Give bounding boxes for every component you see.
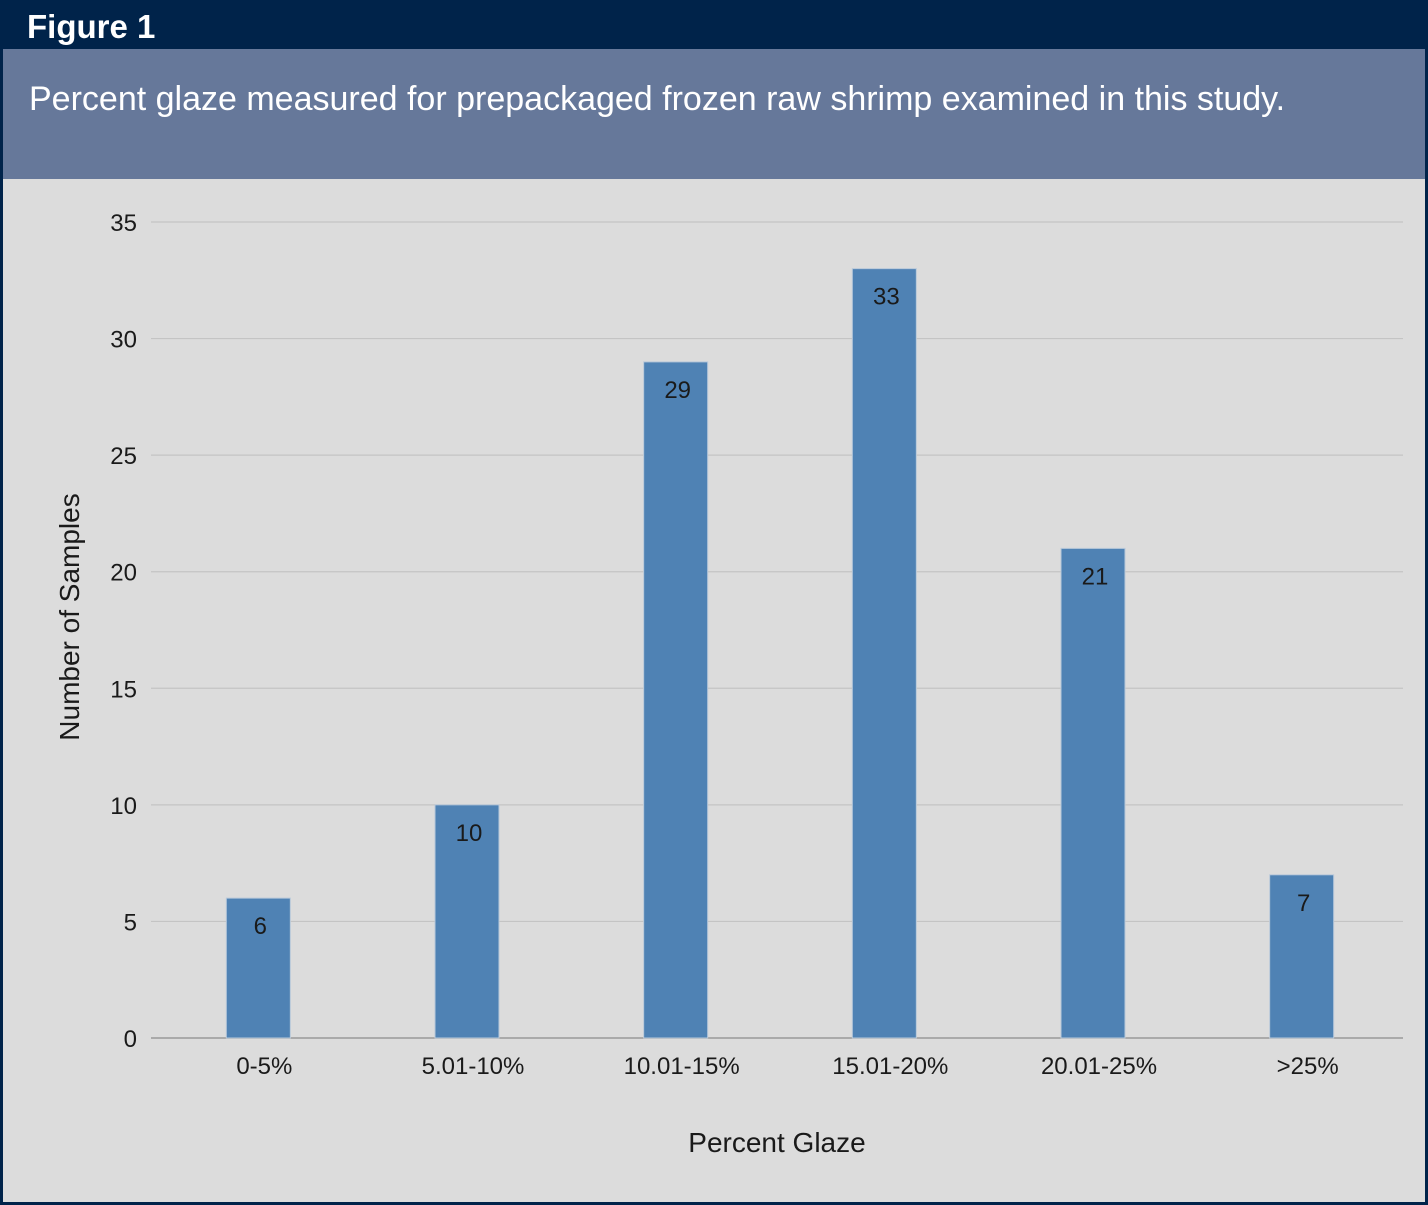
y-tick-label: 0 bbox=[124, 1026, 137, 1053]
y-tick-label: 35 bbox=[110, 210, 137, 237]
data-label: 29 bbox=[664, 377, 691, 404]
bar bbox=[1269, 874, 1335, 1039]
y-tick-label: 10 bbox=[110, 793, 137, 820]
y-axis-title: Number of Samples bbox=[54, 493, 85, 740]
data-labels: 6 10 29 33 21 7 bbox=[254, 284, 1311, 940]
y-tick-label: 30 bbox=[110, 327, 137, 354]
data-label: 33 bbox=[873, 284, 900, 311]
bar bbox=[643, 361, 709, 1039]
data-label: 21 bbox=[1082, 563, 1109, 590]
figure-label: Figure 1 bbox=[27, 8, 156, 45]
y-tick-label: 20 bbox=[110, 560, 137, 587]
caption-band: Percent glaze measured for prepackaged f… bbox=[3, 49, 1425, 179]
bar bbox=[851, 268, 917, 1039]
x-tick-label: >25% bbox=[1277, 1053, 1339, 1080]
bar bbox=[1060, 547, 1126, 1039]
x-tick-labels: 0-5% 5.01-10% 10.01-15% 15.01-20% 20.01-25% >… bbox=[236, 1053, 1338, 1080]
y-tick-label: 15 bbox=[110, 676, 137, 703]
bars bbox=[225, 268, 1335, 1039]
x-tick-label: 15.01-20% bbox=[832, 1053, 948, 1080]
y-tick-label: 25 bbox=[110, 443, 137, 470]
y-tick-label: 5 bbox=[124, 909, 137, 936]
data-label: 7 bbox=[1297, 890, 1310, 917]
y-tick-labels: 0 5 10 15 20 25 30 35 bbox=[110, 210, 137, 1053]
bar-chart: 0 5 10 15 20 25 30 35 0-5% 5.01-10% 10.01-15% 15.0… bbox=[54, 210, 1403, 1158]
figure-caption: Percent glaze measured for prepackaged f… bbox=[29, 80, 1286, 118]
x-tick-label: 10.01-15% bbox=[624, 1053, 740, 1080]
x-tick-label: 5.01-10% bbox=[422, 1053, 525, 1080]
x-tick-label: 20.01-25% bbox=[1041, 1053, 1157, 1080]
gridlines bbox=[151, 221, 1403, 1039]
figure-header: Figure 1 bbox=[3, 3, 1425, 49]
x-axis-title: Percent Glaze bbox=[688, 1127, 865, 1158]
data-label: 6 bbox=[254, 913, 267, 940]
data-label: 10 bbox=[456, 820, 483, 847]
bar bbox=[225, 897, 291, 1039]
x-tick-label: 0-5% bbox=[236, 1053, 292, 1080]
bar bbox=[434, 804, 500, 1039]
